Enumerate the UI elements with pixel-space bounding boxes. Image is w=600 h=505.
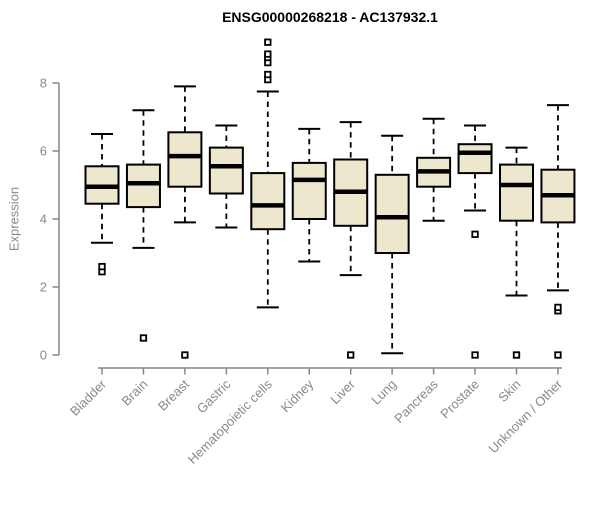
outlier-hematopoietic-cells [264,70,272,79]
y-tick-label: 2 [40,280,47,295]
box-gastric [208,146,244,195]
x-tick-label-skin: Skin [495,377,523,405]
box-brain [125,163,161,209]
outlier-skin [512,351,521,359]
y-tick-label: 0 [40,348,47,363]
x-tick-label-bladder: Bladder [67,376,110,419]
box-skin [499,163,534,222]
outlier-prostate [471,351,479,359]
box-prostate [457,143,493,175]
x-tick-label-liver: Liver [327,376,358,407]
box-kidney [291,161,327,220]
outlier-hematopoietic-cells [264,38,272,46]
y-tick-label: 8 [40,76,47,91]
outlier-bladder [98,262,106,271]
x-tick-label-breast: Breast [155,376,192,413]
box-breast [167,131,203,188]
outlier-hematopoietic-cells [264,50,272,58]
outlier-unknown-other [554,303,562,312]
y-tick-label: 4 [40,212,47,227]
outlier-breast [181,351,189,359]
box-hematopoietic-cells [250,172,286,231]
y-tick-label: 6 [40,144,47,159]
x-tick-label-kidney: Kidney [278,376,317,415]
x-tick-label-gastric: Gastric [194,376,234,416]
y-axis-title: Expression [6,186,22,252]
x-tick-label-unknown-other: Unknown / Other [485,376,565,456]
outlier-brain [139,334,148,342]
outlier-liver [347,351,355,359]
outlier-unknown-other [554,351,562,359]
x-tick-label-lung: Lung [368,377,399,408]
box-lung [374,173,410,254]
x-tick-label-prostate: Prostate [437,377,482,422]
x-tick-label-pancreas: Pancreas [391,376,441,426]
chart-title: ENSG00000268218 - AC137932.1 [222,9,438,25]
x-tick-label-brain: Brain [118,377,150,409]
outlier-prostate [471,230,479,238]
